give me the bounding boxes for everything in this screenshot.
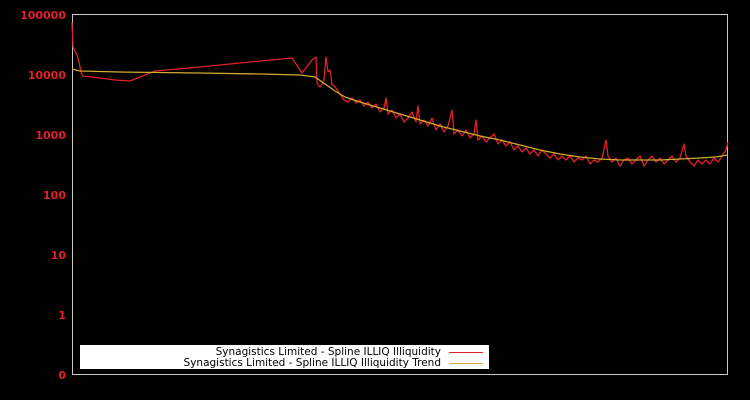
y-tick-label: 10000 bbox=[28, 69, 67, 82]
plot-frame bbox=[72, 14, 728, 375]
y-tick-label: 100000 bbox=[20, 9, 66, 22]
illiquidity-series-line bbox=[71, 21, 729, 167]
y-tick-label: 100 bbox=[43, 189, 66, 202]
y-tick-label: 10 bbox=[51, 249, 67, 262]
y-tick-label: 0 bbox=[58, 369, 66, 382]
legend-label: Synagistics Limited - Spline ILLIQ Illiq… bbox=[215, 346, 441, 358]
y-tick-label: 1000 bbox=[35, 129, 66, 142]
illiquidity-trend-line bbox=[71, 68, 729, 161]
y-tick-label: 1 bbox=[58, 309, 66, 322]
legend-label: Synagistics Limited - Spline ILLIQ Illiq… bbox=[183, 357, 441, 369]
legend-item-illiquidity: Synagistics Limited - Spline ILLIQ Illiq… bbox=[216, 346, 489, 358]
legend-item-illiquidity-trend: Synagistics Limited - Spline ILLIQ Illiq… bbox=[184, 357, 489, 369]
chart-legend: Synagistics Limited - Spline ILLIQ Illiq… bbox=[80, 345, 489, 369]
legend-swatch-gold bbox=[449, 362, 483, 364]
legend-swatch-red bbox=[449, 351, 483, 353]
y-axis-ticks: 100000 10000 1000 100 10 1 0 bbox=[20, 9, 66, 382]
